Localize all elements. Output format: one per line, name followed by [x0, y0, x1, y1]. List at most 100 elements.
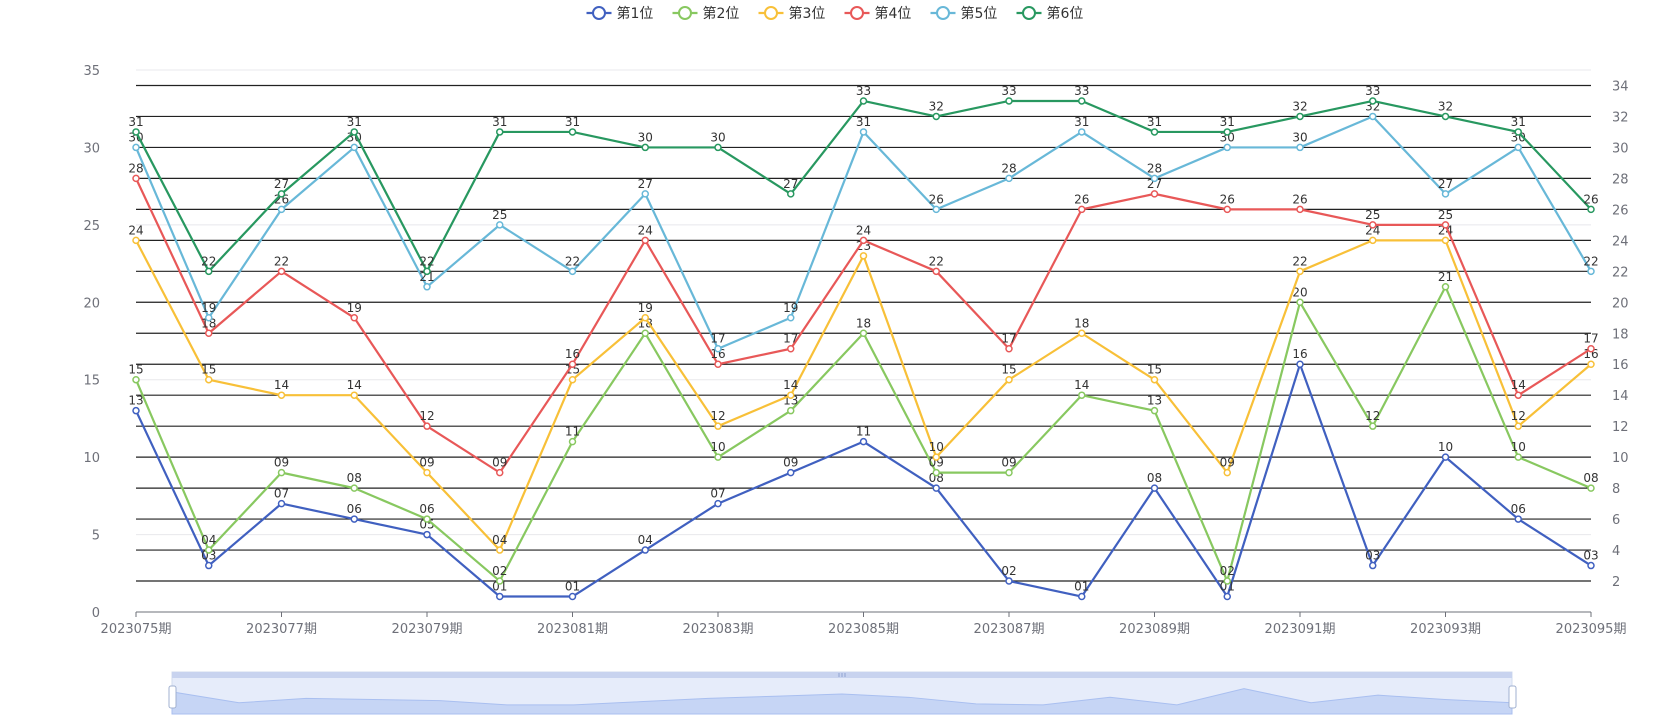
data-point[interactable] [1296, 205, 1304, 214]
data-point[interactable] [1078, 329, 1086, 338]
data-point[interactable] [1369, 112, 1377, 121]
data-point[interactable] [132, 128, 140, 136]
data-point[interactable] [1005, 468, 1013, 477]
data-point[interactable] [787, 314, 795, 322]
data-point[interactable] [1441, 190, 1450, 198]
data-point[interactable] [641, 143, 649, 152]
data-point[interactable] [932, 267, 940, 276]
data-point[interactable] [1150, 484, 1159, 492]
data-point[interactable] [1296, 298, 1304, 307]
data-point[interactable] [1296, 267, 1304, 276]
data-point[interactable] [1514, 143, 1522, 152]
data-point[interactable] [205, 329, 213, 338]
data-point[interactable] [714, 344, 722, 353]
data-point[interactable] [787, 468, 795, 477]
data-point[interactable] [423, 468, 431, 477]
data-point[interactable] [205, 314, 213, 322]
data-point[interactable] [132, 406, 140, 415]
data-point[interactable] [932, 453, 940, 461]
data-point[interactable] [1514, 453, 1522, 461]
data-zoom-slider[interactable] [168, 671, 1517, 715]
data-point[interactable] [641, 236, 649, 245]
data-point[interactable] [859, 97, 868, 105]
slider-right-handle[interactable] [1508, 685, 1517, 709]
data-point[interactable] [277, 190, 286, 198]
data-point[interactable] [1005, 375, 1013, 384]
data-point[interactable] [350, 515, 358, 523]
data-point[interactable] [1587, 344, 1595, 353]
data-point[interactable] [1514, 128, 1522, 136]
legend-item[interactable]: 第5位 [930, 5, 998, 22]
data-point[interactable] [1369, 97, 1377, 105]
data-point[interactable] [1369, 422, 1377, 430]
data-point[interactable] [641, 546, 649, 554]
data-point[interactable] [1150, 375, 1159, 384]
data-point[interactable] [859, 329, 868, 338]
data-point[interactable] [205, 375, 213, 384]
data-point[interactable] [132, 375, 140, 384]
data-point[interactable] [1005, 344, 1013, 353]
data-point[interactable] [714, 143, 722, 152]
data-point[interactable] [641, 190, 649, 198]
data-point[interactable] [1078, 391, 1086, 399]
data-point[interactable] [350, 391, 358, 399]
data-point[interactable] [1078, 205, 1086, 214]
data-point[interactable] [1587, 205, 1595, 214]
data-point[interactable] [277, 468, 286, 477]
data-point[interactable] [641, 314, 649, 322]
data-point[interactable] [132, 174, 140, 183]
data-point[interactable] [205, 267, 213, 276]
legend-item[interactable]: 第4位 [844, 5, 912, 22]
data-point[interactable] [568, 592, 577, 601]
data-point[interactable] [205, 546, 213, 554]
data-point[interactable] [423, 422, 431, 430]
slider-left-handle[interactable] [168, 685, 177, 709]
data-point[interactable] [1223, 468, 1231, 477]
data-point[interactable] [496, 546, 504, 554]
data-point[interactable] [1005, 174, 1013, 183]
data-point[interactable] [1296, 112, 1304, 121]
data-point[interactable] [423, 530, 431, 539]
data-point[interactable] [568, 360, 577, 368]
data-point[interactable] [1223, 577, 1231, 585]
data-point[interactable] [714, 453, 722, 461]
data-point[interactable] [859, 236, 868, 245]
data-point[interactable] [1223, 205, 1231, 214]
data-point[interactable] [1150, 174, 1159, 183]
data-point[interactable] [277, 391, 286, 399]
data-point[interactable] [423, 283, 431, 291]
data-point[interactable] [496, 577, 504, 585]
data-point[interactable] [714, 360, 722, 368]
data-point[interactable] [932, 112, 940, 121]
data-point[interactable] [1078, 128, 1086, 136]
data-point[interactable] [1369, 221, 1377, 229]
data-point[interactable] [641, 329, 649, 338]
data-point[interactable] [1150, 406, 1159, 415]
data-point[interactable] [132, 236, 140, 245]
data-point[interactable] [1150, 128, 1159, 136]
data-point[interactable] [859, 128, 868, 136]
data-point[interactable] [1078, 592, 1086, 601]
data-point[interactable] [714, 499, 722, 508]
data-point[interactable] [932, 205, 940, 214]
data-point[interactable] [350, 314, 358, 322]
data-point[interactable] [277, 267, 286, 276]
data-point[interactable] [1078, 97, 1086, 105]
data-point[interactable] [1514, 391, 1522, 399]
data-point[interactable] [1005, 577, 1013, 585]
data-point[interactable] [423, 267, 431, 276]
data-point[interactable] [787, 391, 795, 399]
data-point[interactable] [496, 468, 504, 477]
data-point[interactable] [932, 484, 940, 492]
data-point[interactable] [277, 499, 286, 508]
data-point[interactable] [714, 422, 722, 430]
data-point[interactable] [568, 437, 577, 446]
data-point[interactable] [1005, 97, 1013, 105]
data-point[interactable] [1150, 190, 1159, 198]
data-point[interactable] [1587, 360, 1595, 368]
data-point[interactable] [568, 267, 577, 276]
legend-item[interactable]: 第2位 [672, 5, 740, 22]
legend-item[interactable]: 第6位 [1016, 5, 1084, 22]
data-point[interactable] [1223, 143, 1231, 152]
legend-item[interactable]: 第3位 [758, 5, 826, 22]
